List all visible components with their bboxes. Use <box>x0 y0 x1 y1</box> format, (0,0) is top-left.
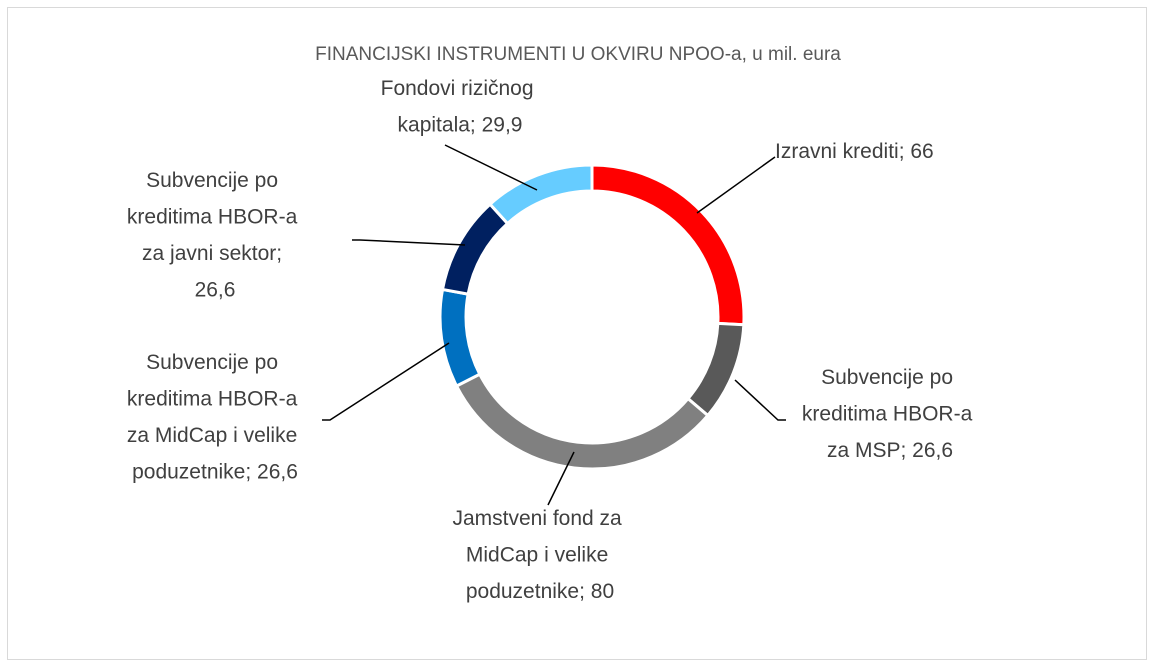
label-line: za MidCap i velike <box>127 424 303 447</box>
leader-line <box>444 144 538 191</box>
label-line: kreditima HBOR-a <box>127 388 303 411</box>
label-category: Subvencije po kreditima HBOR-a za MidCap… <box>127 351 303 484</box>
label-line: Fondovi rizičnog <box>381 77 540 100</box>
label-line: MidCap i velike <box>466 544 614 567</box>
label-value: 29,9 <box>482 114 523 137</box>
label-value: 26,6 <box>912 439 953 462</box>
label-line: Subvencije po <box>146 351 284 374</box>
leader-line <box>352 239 466 246</box>
label-category: Izravni krediti <box>775 140 899 163</box>
label-value: 66 <box>910 140 933 163</box>
leader-line <box>696 156 776 214</box>
data-label: Fondovi rizičnog kapitala; 29,9 <box>381 77 540 137</box>
label-line: poduzetnike <box>132 461 245 484</box>
label-separator: ; <box>470 114 482 137</box>
leader-line <box>734 379 786 421</box>
data-label: Jamstveni fond za MidCap i velike poduze… <box>452 507 627 603</box>
label-category: Subvencije po kreditima HBOR-a za javni … <box>127 169 303 265</box>
label-line: Jamstveni fond za <box>452 507 627 530</box>
data-label: Subvencije po kreditima HBOR-a za MSP; 2… <box>802 366 978 462</box>
data-label: Subvencije po kreditima HBOR-a za javni … <box>127 169 303 302</box>
label-separator: ; <box>900 439 912 462</box>
label-line: za MSP <box>827 439 901 462</box>
label-line: Izravni krediti <box>775 140 899 163</box>
leader-line <box>322 342 450 421</box>
leader-line <box>547 451 575 506</box>
label-line: kreditima HBOR-a <box>802 403 978 426</box>
label-line: za javni sektor <box>142 242 276 265</box>
label-value: 80 <box>591 580 614 603</box>
label-category: Jamstveni fond za MidCap i velike poduze… <box>452 507 627 603</box>
label-separator: ; <box>899 140 911 163</box>
chart-frame <box>7 7 1147 660</box>
data-label: Subvencije po kreditima HBOR-a za MidCap… <box>127 351 303 484</box>
label-value: 26,6 <box>257 461 298 484</box>
label-separator: ; <box>276 242 288 265</box>
label-line: Subvencije po <box>146 169 284 192</box>
label-category: Subvencije po kreditima HBOR-a za MSP <box>802 366 978 462</box>
chart-title: FINANCIJSKI INSTRUMENTI U OKVIRU NPOO-a,… <box>315 44 841 65</box>
label-line: kreditima HBOR-a <box>127 206 303 229</box>
label-separator: ; <box>245 461 257 484</box>
data-label: Izravni krediti; 66 <box>775 140 934 163</box>
label-category: Fondovi rizičnog kapitala <box>381 77 540 137</box>
label-line: Subvencije po <box>821 366 959 389</box>
label-line: kapitala <box>398 114 471 137</box>
donut-slice <box>487 163 594 226</box>
label-line: poduzetnike <box>466 580 579 603</box>
label-separator: ; <box>579 580 591 603</box>
label-value: 26,6 <box>195 279 236 302</box>
